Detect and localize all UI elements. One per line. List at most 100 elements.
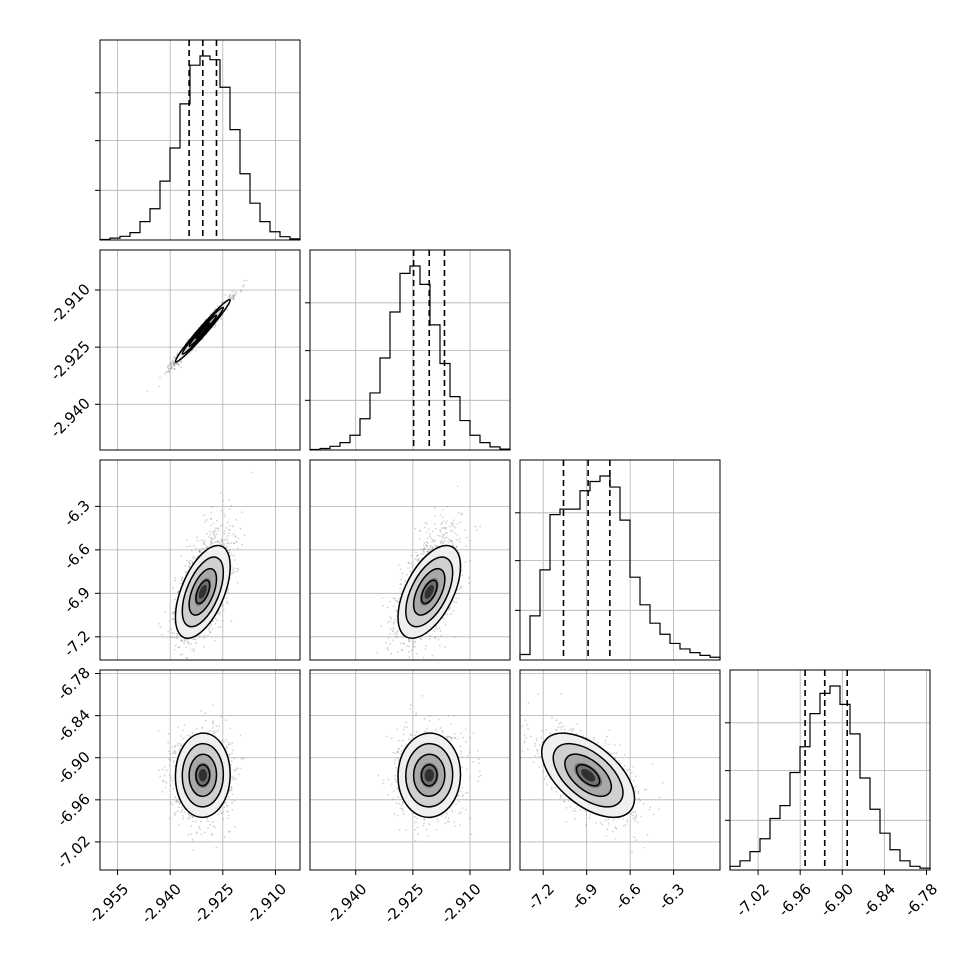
- scatter-point: [220, 509, 223, 512]
- scatter-point: [211, 721, 214, 724]
- scatter-point: [178, 748, 181, 751]
- scatter-point: [180, 653, 182, 656]
- scatter-point: [420, 553, 423, 555]
- scatter-point: [227, 542, 230, 545]
- scatter-point: [423, 542, 426, 544]
- scatter-point: [191, 648, 194, 651]
- scatter-point: [440, 523, 443, 526]
- scatter-point: [442, 520, 445, 523]
- scatter-point: [426, 544, 428, 547]
- scatter-point: [437, 534, 439, 537]
- scatter-point: [448, 525, 451, 528]
- scatter-point: [445, 520, 448, 523]
- scatter-point: [171, 752, 174, 755]
- scatter-point: [231, 554, 233, 556]
- scatter-point: [212, 730, 215, 732]
- scatter-point: [212, 542, 215, 545]
- scatter-point: [414, 527, 417, 530]
- scatter-point: [230, 504, 233, 507]
- scatter-point: [232, 295, 235, 298]
- scatter-point: [226, 539, 229, 542]
- scatter-point: [173, 356, 176, 359]
- scatter-point: [232, 296, 235, 299]
- scatter-point: [435, 628, 437, 630]
- scatter-point: [180, 805, 183, 808]
- scatter-point: [445, 532, 448, 534]
- scatter-point: [193, 638, 196, 641]
- scatter-point: [396, 630, 399, 632]
- scatter-point: [173, 364, 176, 367]
- scatter-point: [198, 549, 201, 551]
- scatter-point: [205, 545, 208, 548]
- scatter-point: [169, 367, 172, 370]
- scatter-point: [167, 365, 169, 368]
- scatter-point: [429, 544, 432, 547]
- scatter-point: [186, 560, 189, 562]
- scatter-point: [228, 297, 231, 299]
- scatter-point: [436, 628, 439, 630]
- scatter-point: [225, 546, 228, 549]
- scatter-point: [212, 530, 215, 533]
- scatter-point: [389, 600, 391, 603]
- scatter-point: [165, 371, 168, 373]
- scatter-point: [233, 542, 236, 545]
- scatter-point: [439, 629, 442, 632]
- scatter-point: [169, 784, 172, 787]
- scatter-point: [439, 530, 442, 533]
- scatter-point: [445, 536, 448, 539]
- scatter-point: [439, 535, 441, 537]
- scatter-point: [398, 597, 401, 600]
- scatter-point: [172, 359, 174, 362]
- scatter-point: [164, 373, 166, 375]
- scatter-point: [193, 555, 195, 558]
- scatter-point: [167, 732, 170, 735]
- scatter-point: [469, 598, 471, 600]
- scatter-point: [229, 293, 232, 296]
- scatter-point: [200, 833, 203, 836]
- scatter-point: [235, 567, 238, 570]
- scatter-point: [239, 289, 242, 292]
- scatter-point: [425, 645, 427, 647]
- scatter-point: [410, 554, 412, 557]
- scatter-point: [468, 582, 471, 585]
- scatter-point: [232, 533, 235, 535]
- scatter-point: [183, 639, 186, 641]
- scatter-point: [456, 545, 458, 548]
- scatter-point: [458, 537, 461, 540]
- scatter-point: [245, 279, 248, 282]
- scatter-point: [392, 627, 395, 630]
- scatter-point: [220, 492, 222, 494]
- scatter-point: [210, 524, 213, 527]
- scatter-point: [196, 642, 198, 644]
- scatter-point: [233, 295, 236, 297]
- scatter-point: [233, 571, 236, 573]
- scatter-point: [218, 541, 221, 544]
- scatter-point: [442, 516, 444, 518]
- scatter-point: [434, 636, 437, 638]
- scatter-point: [204, 719, 207, 722]
- scatter-point: [394, 597, 396, 600]
- scatter-point: [416, 554, 419, 557]
- scatter-point: [427, 549, 430, 551]
- scatter-point: [241, 511, 244, 513]
- scatter-point: [224, 801, 227, 804]
- scatter-point: [176, 354, 178, 356]
- scatter-point: [193, 557, 196, 560]
- scatter-point: [454, 526, 457, 529]
- scatter-point: [445, 522, 447, 525]
- scatter-point: [432, 530, 434, 533]
- scatter-point: [177, 646, 180, 649]
- scatter-point: [186, 657, 188, 659]
- scatter-point: [173, 362, 176, 364]
- scatter-point: [438, 645, 441, 647]
- scatter-point: [448, 538, 450, 541]
- contour-line: [174, 298, 231, 363]
- scatter-point: [215, 533, 218, 536]
- scatter-point: [215, 725, 218, 728]
- scatter-point: [179, 360, 182, 363]
- scatter-point: [407, 645, 410, 648]
- scatter-point: [210, 511, 213, 514]
- scatter-point: [425, 522, 428, 525]
- scatter-point: [231, 752, 234, 755]
- scatter-point: [479, 525, 482, 528]
